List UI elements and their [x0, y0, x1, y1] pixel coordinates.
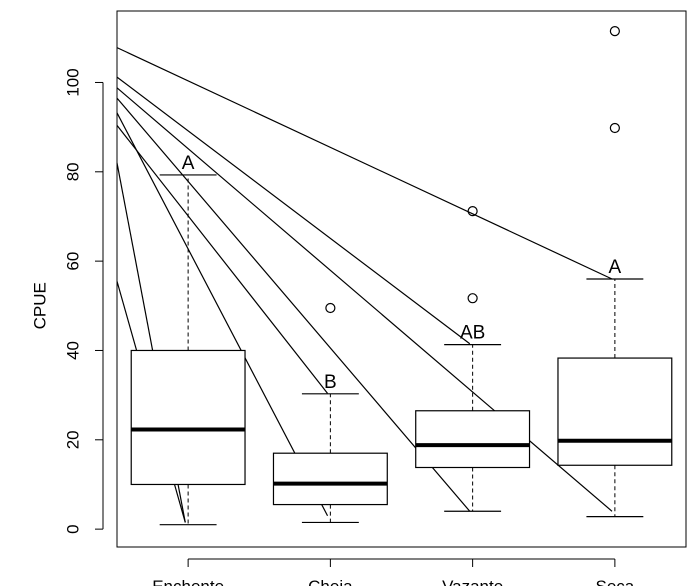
- reference-line-4: [116, 97, 471, 512]
- y-tick-label-100: 100: [64, 68, 83, 96]
- box-enchente: [130, 174, 246, 526]
- reference-line-2: [116, 76, 471, 345]
- boxes-group: [130, 26, 673, 526]
- y-tick-label-60: 60: [64, 252, 83, 271]
- outlier-vazante-2: [467, 206, 478, 217]
- outlier-vazante-1: [467, 293, 478, 304]
- x-tick-label-vazante: Vazante: [442, 577, 503, 586]
- box-seca: [557, 26, 673, 518]
- iqr-box-seca: [557, 357, 673, 466]
- y-tick-label-20: 20: [64, 430, 83, 449]
- iqr-box-vazante: [415, 410, 531, 469]
- outlier-cheia-1: [325, 302, 336, 314]
- y-tick-label-40: 40: [64, 341, 83, 360]
- reference-line-6: [116, 124, 329, 394]
- outlier-seca-1: [609, 122, 620, 134]
- x-tick-label-enchente: Enchente: [152, 577, 224, 586]
- x-axis: Enchente Cheia Vazante Seca: [152, 558, 635, 586]
- plot-frame: [116, 10, 687, 548]
- reference-line-1: [116, 47, 613, 280]
- group-letter-cheia: B: [324, 372, 337, 393]
- group-letter-seca: A: [609, 257, 622, 278]
- outlier-seca-2: [609, 26, 620, 37]
- reference-line-5: [116, 112, 329, 517]
- iqr-box-cheia: [272, 452, 388, 506]
- y-tick-label-80: 80: [64, 162, 83, 181]
- box-vazante: [415, 206, 531, 512]
- box-cheia: [272, 302, 388, 524]
- x-tick-label-seca: Seca: [596, 577, 635, 586]
- group-letter-vazante: AB: [460, 323, 485, 344]
- group-letter-enchente: A: [182, 153, 195, 174]
- y-axis: 0 20 40 60 80 100: [64, 68, 104, 534]
- y-tick-label-0: 0: [64, 524, 83, 533]
- iqr-box-enchente: [130, 349, 246, 486]
- y-axis-label: CPUE: [31, 282, 50, 329]
- x-tick-label-cheia: Cheia: [308, 577, 353, 586]
